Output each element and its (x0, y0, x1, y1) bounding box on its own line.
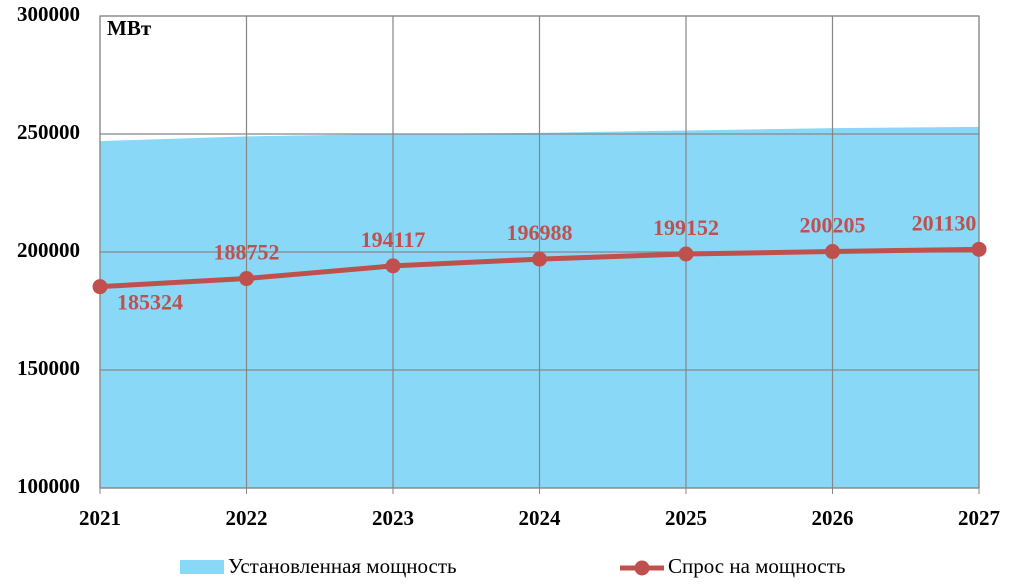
marker (385, 258, 401, 274)
x-tick-label: 2023 (372, 506, 414, 530)
legend-swatch (180, 560, 224, 574)
y-tick-label: 250000 (17, 120, 80, 144)
x-tick-label: 2025 (665, 506, 707, 530)
marker (239, 271, 254, 287)
x-tick-label: 2026 (812, 506, 854, 530)
value-label: 201130 (912, 210, 977, 235)
marker (678, 246, 694, 262)
y-tick-label: 150000 (17, 356, 80, 380)
value-label: 185324 (117, 290, 183, 315)
y-axis-label: МВт (107, 16, 152, 40)
x-tick-label: 2021 (79, 506, 121, 530)
y-tick-label: 100000 (17, 474, 80, 498)
x-tick-label: 2027 (958, 506, 1000, 530)
y-tick-label: 200000 (17, 238, 80, 262)
marker (971, 241, 987, 257)
marker (532, 251, 547, 267)
y-tick-label: 300000 (17, 2, 80, 26)
value-label: 196988 (507, 220, 573, 245)
value-label: 188752 (214, 240, 280, 265)
x-tick-label: 2024 (519, 506, 562, 530)
legend-marker (634, 560, 650, 576)
legend-label: Спрос на мощность (668, 554, 845, 578)
marker (825, 244, 840, 260)
x-tick-label: 2022 (226, 506, 268, 530)
marker (92, 279, 108, 295)
legend-label: Установленная мощность (228, 554, 457, 578)
value-label: 194117 (361, 227, 426, 252)
value-label: 199152 (653, 215, 719, 240)
value-label: 200205 (800, 213, 866, 238)
